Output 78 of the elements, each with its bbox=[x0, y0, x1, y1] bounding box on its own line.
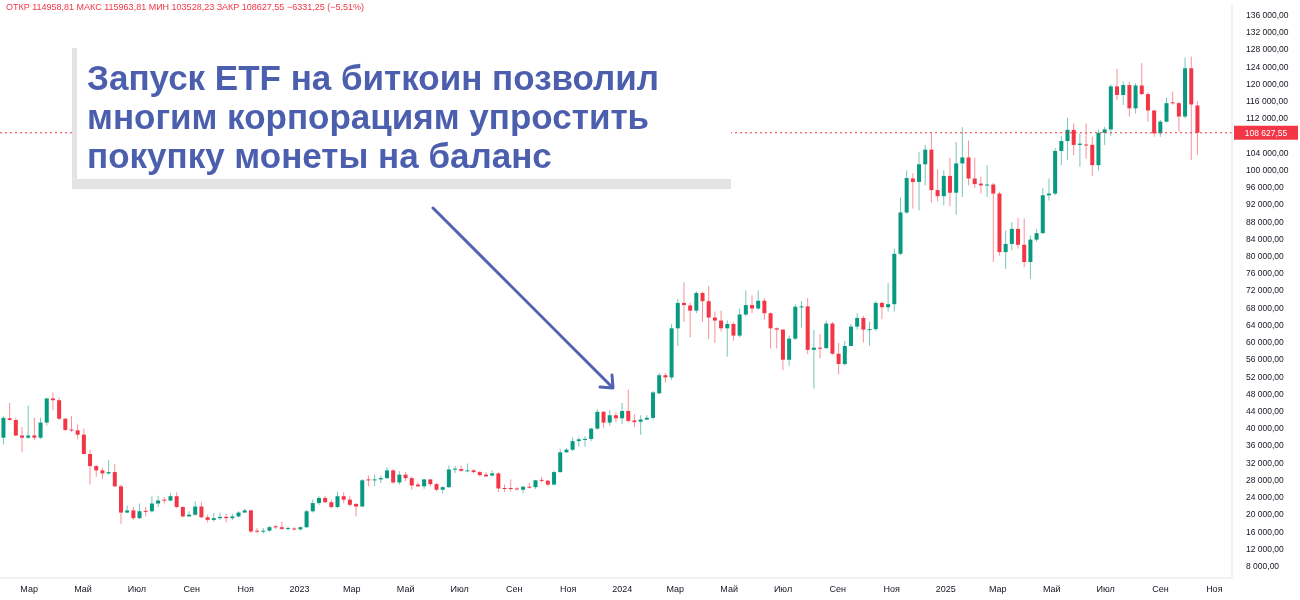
x-tick-label: Мар bbox=[988, 584, 1007, 595]
y-tick-label: 20 000,00 bbox=[1246, 509, 1285, 520]
y-tick-label: 88 000,00 bbox=[1246, 216, 1285, 227]
y-tick-label: 116 000,00 bbox=[1246, 96, 1289, 106]
x-tick-label: 2023 bbox=[289, 584, 310, 595]
y-tick-label: 56 000,00 bbox=[1246, 354, 1285, 365]
x-tick-label: Июл bbox=[450, 584, 469, 595]
y-tick-label: 124 000,00 bbox=[1246, 61, 1289, 72]
y-tick-label: 24 000,00 bbox=[1246, 492, 1285, 503]
x-tick-label: Июл bbox=[127, 584, 147, 595]
y-tick-label: 76 000,00 bbox=[1246, 268, 1285, 279]
y-tick-label: 60 000,00 bbox=[1246, 337, 1285, 348]
y-tick-label: 104 000,00 bbox=[1246, 147, 1289, 158]
y-tick-label: 112 000,00 bbox=[1246, 113, 1289, 124]
x-tick-label: Ноя bbox=[883, 584, 901, 595]
x-tick-label: Май bbox=[1042, 584, 1061, 595]
candlestick bbox=[508, 478, 513, 492]
y-tick-label: 92 000,00 bbox=[1246, 199, 1285, 210]
candlestick bbox=[292, 526, 297, 532]
candlestick bbox=[50, 391, 55, 411]
candlestick bbox=[149, 495, 154, 514]
y-tick-label: 80 000,00 bbox=[1246, 250, 1285, 261]
x-tick-label: Ноя bbox=[1206, 584, 1223, 595]
annotation: ОТКР 114958,81 МАКС 115963,81 МИН 103528,23 ЗАКР 108627,55 −6331,25 (−5,51%) bbox=[6, 2, 364, 12]
x-tick-label: Мар bbox=[342, 584, 361, 595]
candlestick bbox=[162, 496, 167, 505]
y-tick-label: 120 000,00 bbox=[1246, 78, 1289, 89]
candlestick bbox=[156, 495, 161, 508]
y-tick-label: 40 000,00 bbox=[1246, 423, 1285, 434]
y-tick-label: 64 000,00 bbox=[1246, 319, 1285, 330]
y-tick-label: 100 000,00 bbox=[1246, 164, 1289, 175]
y-tick-label: 32 000,00 bbox=[1246, 457, 1285, 468]
text: Запуск ETF на биткоин позволил многим корпорациям упростить покупку монеты на баланс bbox=[72, 48, 731, 189]
x-tick-label: Сен bbox=[506, 584, 523, 595]
x-tick-label: Сен bbox=[183, 584, 201, 595]
y-tick-label: 48 000,00 bbox=[1246, 388, 1285, 399]
x-tick-label: Ноя bbox=[560, 584, 577, 595]
y-tick-label: 84 000,00 bbox=[1246, 233, 1285, 244]
x-tick-label: Июл bbox=[1096, 584, 1115, 595]
x-tick-label: 2025 bbox=[935, 584, 956, 595]
x-tick-label: 2024 bbox=[612, 584, 633, 595]
y-tick-label: 132 000,00 bbox=[1246, 27, 1289, 38]
x-tick-label: Май bbox=[74, 584, 92, 595]
x-tick-label: Сен bbox=[1152, 584, 1169, 595]
y-tick-label: 8 000,00 bbox=[1246, 560, 1280, 571]
x-tick-label: Сен bbox=[829, 584, 847, 595]
y-tick-label: 12 000,00 bbox=[1246, 543, 1285, 554]
y-tick-label: 68 000,00 bbox=[1246, 302, 1285, 313]
candlestick bbox=[465, 462, 470, 473]
y-tick-label: 16 000,00 bbox=[1246, 526, 1285, 537]
candlestick bbox=[69, 415, 74, 433]
y-tick-label: 36 000,00 bbox=[1246, 440, 1285, 451]
y-tick-label: 96 000,00 bbox=[1246, 182, 1285, 193]
candlestick bbox=[1170, 91, 1175, 106]
x-tick-label: Мар bbox=[666, 584, 685, 595]
candlestick bbox=[286, 525, 291, 532]
candlestick bbox=[521, 485, 526, 494]
candlestick bbox=[613, 411, 618, 423]
candlestick bbox=[750, 295, 755, 314]
y-tick-label: 128 000,00 bbox=[1246, 44, 1289, 55]
x-tick-label: Июл bbox=[773, 584, 793, 595]
candlestick bbox=[582, 435, 587, 448]
x-tick-label: Ноя bbox=[237, 584, 254, 595]
candlestick bbox=[879, 301, 884, 320]
y-tick-label: 44 000,00 bbox=[1246, 405, 1285, 416]
candlestick bbox=[347, 495, 352, 508]
x-tick-label: Май bbox=[396, 584, 415, 595]
x-tick-label: Мар bbox=[20, 584, 38, 595]
candlestick bbox=[632, 413, 637, 428]
y-tick-label: 28 000,00 bbox=[1246, 474, 1285, 485]
candlestick bbox=[255, 527, 260, 534]
candlestick bbox=[354, 502, 359, 517]
ref-line-label: 108 627,55 bbox=[1244, 127, 1288, 138]
y-tick-label: 136 000,00 bbox=[1246, 9, 1289, 20]
x-tick-label: Май bbox=[720, 584, 738, 595]
y-tick-label: 72 000,00 bbox=[1246, 285, 1285, 296]
y-tick-label: 52 000,00 bbox=[1246, 371, 1285, 382]
candlestick bbox=[453, 465, 458, 474]
